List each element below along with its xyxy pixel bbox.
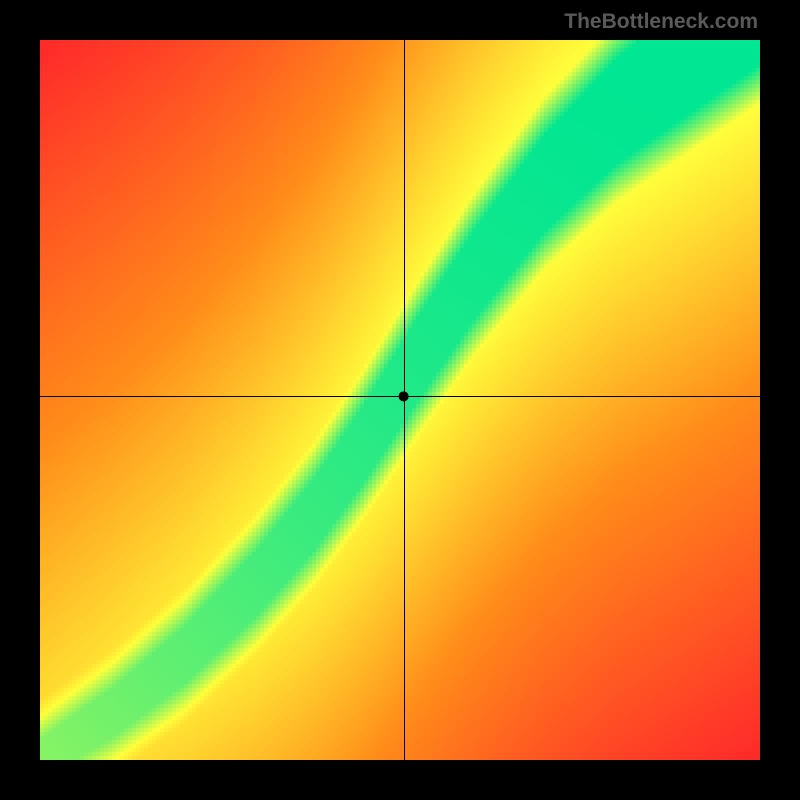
- figure-outer: TheBottleneck.com: [0, 0, 800, 800]
- bottleneck-heatmap: [40, 40, 760, 760]
- crosshair-overlay: [40, 40, 760, 760]
- watermark-text: TheBottleneck.com: [564, 10, 758, 34]
